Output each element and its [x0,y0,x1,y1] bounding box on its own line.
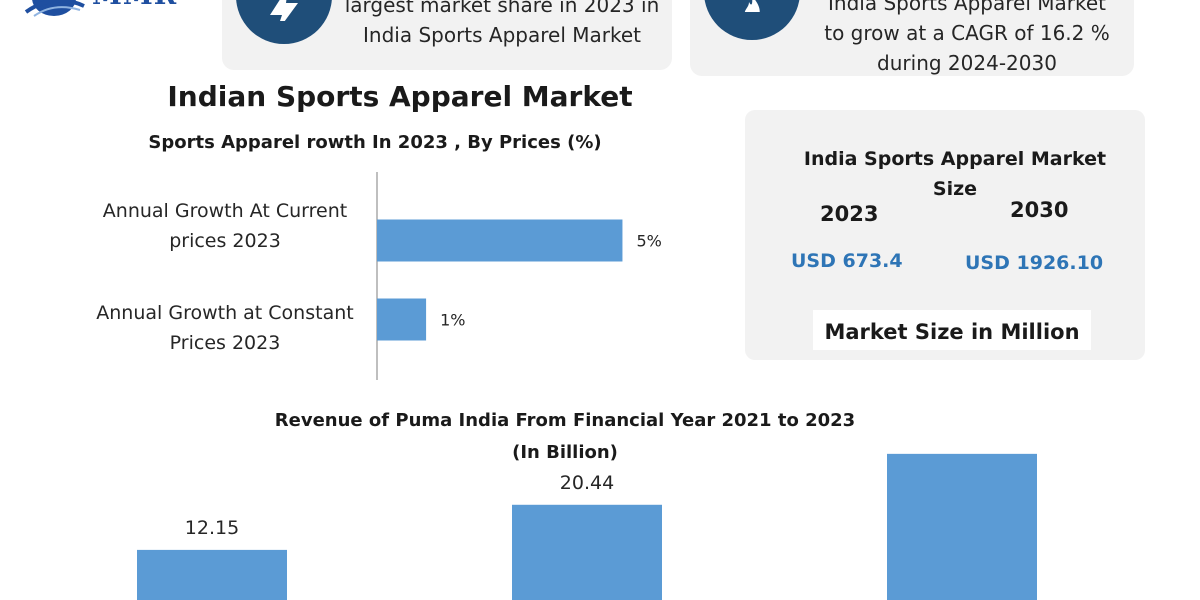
flame-icon [704,0,800,40]
cagr-text: India Sports Apparel Market to grow at a… [802,0,1132,78]
revenue-bar [137,549,287,600]
brand-logo: MMR [22,0,202,30]
growth-category-label: Annual Growth at Constant Prices 2023 [60,298,390,358]
category-line: Annual Growth At Current [102,200,348,222]
category-line: prices 2023 [169,230,281,252]
market-size-title: India Sports Apparel Market Size [803,148,1107,200]
market-size-card: India Sports Apparel Market Size 2023 20… [745,110,1145,360]
revenue-data-label: 20.44 [560,472,614,494]
revenue-bar [887,453,1037,600]
cagr-line: to grow at a CAGR of 16.2 % [824,21,1110,45]
revenue-bar [512,504,662,600]
growth-data-label: 1% [440,311,465,330]
market-share-line: largest market share in 2023 in [344,0,660,17]
market-share-line: India Sports Apparel Market [363,23,641,47]
cagr-line: India Sports Apparel Market [828,0,1106,15]
growth-data-label: 5% [636,232,661,251]
lightning-icon [236,0,332,44]
market-size-year: 2030 [1010,198,1069,222]
revenue-data-label: 29.80 [935,440,989,443]
growth-bar-plot: 5% 1% [376,172,662,380]
market-share-text: largest market share in 2023 in India Sp… [334,0,670,50]
growth-bar [377,219,623,262]
market-size-value: USD 673.4 [791,250,903,272]
cagr-card: India Sports Apparel Market to grow at a… [690,0,1134,76]
growth-category-label: Annual Growth At Current prices 2023 [70,196,380,256]
market-size-unit-label: Market Size in Million [813,310,1091,350]
growth-chart-title: Sports Apparel rowth In 2023 , By Prices… [148,132,602,153]
market-size-year: 2023 [820,202,879,226]
page-title: Indian Sports Apparel Market [167,80,633,113]
category-line: Annual Growth at Constant [96,302,354,324]
revenue-data-label: 12.15 [185,517,239,539]
cagr-line: during 2024-2030 [877,51,1057,75]
revenue-chart-subtitle: (In Billion) [512,442,618,463]
revenue-chart-title-text: Revenue of Puma India From Financial Yea… [274,410,856,431]
category-line: Prices 2023 [169,332,281,354]
growth-bar-chart: Annual Growth At Current prices 2023 Ann… [40,168,720,388]
revenue-bar-chart: 12.15 20.44 29.80 [137,440,1037,600]
revenue-chart-title: Revenue of Puma India From Financial Yea… [230,405,900,469]
market-share-card: largest market share in 2023 in India Sp… [222,0,672,70]
globe-logo-icon [24,0,85,17]
brand-name: MMR [92,0,177,9]
market-size-value: USD 1926.10 [965,252,1104,274]
growth-bar [377,298,427,341]
